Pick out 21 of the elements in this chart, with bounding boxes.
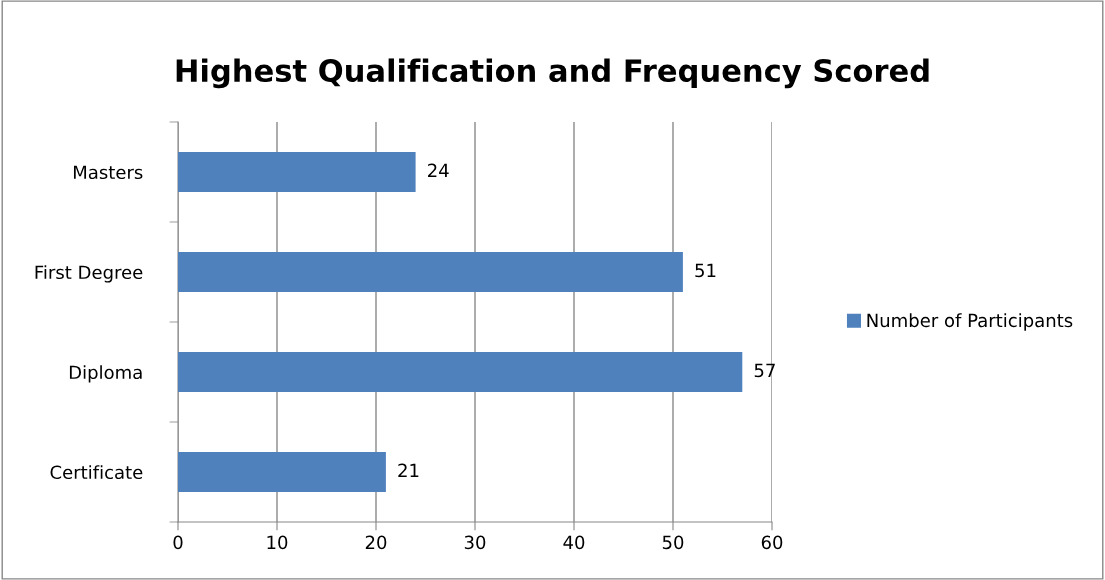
x-tick-label: 20: [365, 535, 387, 550]
legend-label: Number of Participants: [867, 313, 1073, 331]
x-tick-label: 0: [173, 535, 183, 550]
data-label: 57: [754, 363, 775, 378]
bar: [178, 252, 683, 292]
y-tick-label: Masters: [73, 165, 143, 180]
x-tick-label: 30: [464, 535, 486, 550]
bar: [178, 452, 386, 492]
data-label: 24: [428, 163, 449, 177]
bar: [178, 352, 743, 392]
data-label: 21: [398, 463, 419, 477]
y-tick-label: First Degree: [35, 265, 143, 283]
x-tick-label: 40: [563, 535, 585, 550]
x-tick-label: 60: [761, 535, 783, 550]
chart-title: Highest Qualification and Frequency Scored: [176, 58, 929, 89]
x-tick-label: 50: [662, 535, 684, 550]
data-label: 51: [695, 263, 716, 278]
y-tick-label: Diploma: [69, 365, 142, 383]
x-tick-label: 10: [267, 535, 288, 550]
y-tick-label: Certificate: [50, 465, 143, 480]
bar: [178, 152, 416, 192]
